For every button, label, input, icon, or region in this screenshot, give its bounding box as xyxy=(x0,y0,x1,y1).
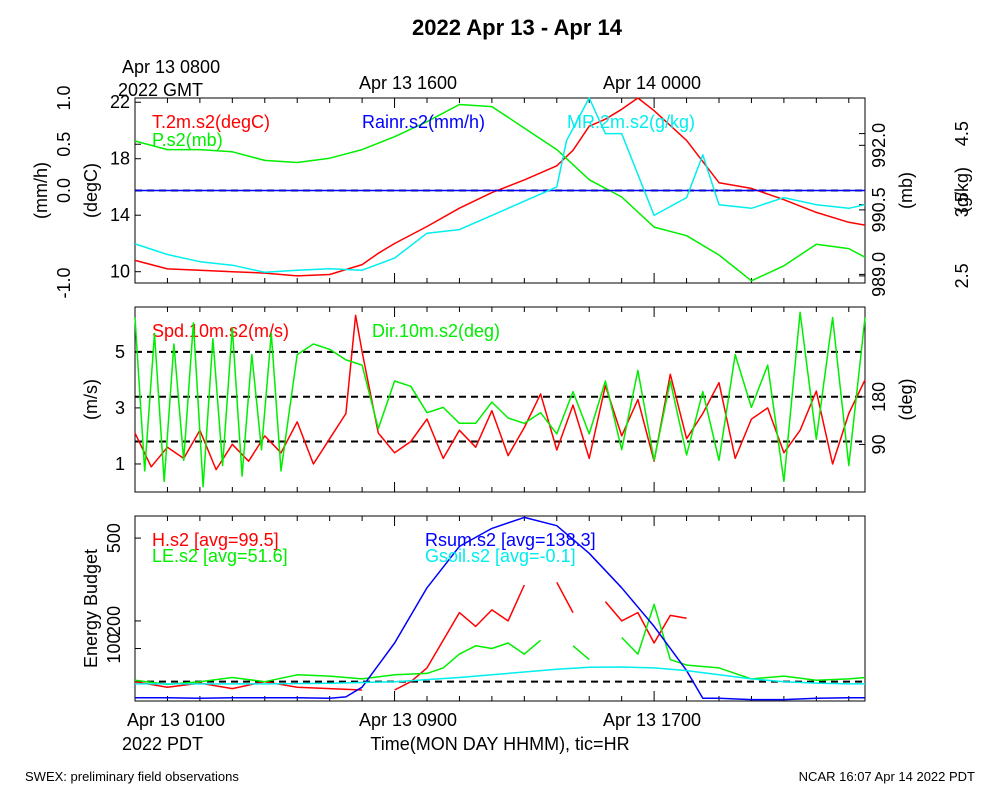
y-tick-label: -1.0 xyxy=(54,267,74,298)
y-tick-label: 180 xyxy=(869,382,889,412)
y-axis-label: (degC) xyxy=(81,163,101,218)
legend-entry: Rainr.s2(mm/h) xyxy=(362,112,485,132)
y-tick-label: 1.0 xyxy=(54,85,74,110)
series-line xyxy=(134,97,866,277)
y-tick-label: 10 xyxy=(110,262,130,282)
x-axis-label: Time(MON DAY HHMM), tic=HR xyxy=(370,734,629,754)
footer-right: NCAR 16:07 Apr 14 2022 PDT xyxy=(799,769,975,784)
pdt-tick-label: Apr 13 0900 xyxy=(359,710,457,730)
gmt-tick-label: Apr 13 0800 xyxy=(122,57,220,77)
series-line xyxy=(134,581,687,691)
y-tick-label: 989.0 xyxy=(869,252,889,297)
series-line xyxy=(134,603,866,686)
y-axis-label: (deg) xyxy=(896,378,916,420)
footer-left: SWEX: preliminary field observations xyxy=(25,769,239,784)
legend-entry: P.s2(mb) xyxy=(152,130,223,150)
panel-wind: 1 3 5 (m/s) 90 180 (deg) Spd.10m.s2(m/s) Dir.10m… xyxy=(81,306,916,493)
y-tick-label: 14 xyxy=(110,205,130,225)
y-tick-label: 990.5 xyxy=(869,187,889,232)
y-tick-label: 500 xyxy=(104,523,124,553)
y-tick-label: 22 xyxy=(110,92,130,112)
chart-title: 2022 Apr 13 - Apr 14 xyxy=(412,15,623,40)
y-tick-label: 90 xyxy=(869,434,889,454)
y-axis-label: (m/s) xyxy=(81,379,101,420)
y-tick-label: 3 xyxy=(115,398,125,418)
y-tick-label: 0.0 xyxy=(54,178,74,203)
y-tick-label: 200 xyxy=(104,606,124,636)
gmt-tick-label: Apr 13 1600 xyxy=(359,73,457,93)
legend-entry: MR.2m.s2(g/kg) xyxy=(567,112,695,132)
legend-entry: LE.s2 [avg=51.6] xyxy=(152,546,288,566)
y-tick-label: 2.5 xyxy=(952,263,972,288)
panel-met: -1.0 0.0 0.5 1.0 (mm/h) 10 14 18 22 (degC) 989.0 99… xyxy=(31,85,972,298)
y-tick-label: 0.5 xyxy=(54,132,74,157)
y-axis-label: (mb) xyxy=(896,172,916,209)
pdt-year-label: 2022 PDT xyxy=(122,734,203,754)
plot-frame xyxy=(134,515,866,702)
legend-entry: Spd.10m.s2(m/s) xyxy=(152,321,289,341)
series-line xyxy=(135,666,865,685)
series-line xyxy=(135,516,865,701)
plot-frame xyxy=(134,306,866,493)
series-line xyxy=(134,314,866,471)
legend-entry: H.s2 [avg=99.5] xyxy=(152,530,279,550)
legend-entry: Rsum.s2 [avg=138.3] xyxy=(425,530,596,550)
y-tick-label: 3.5 xyxy=(952,192,972,217)
y-tick-label: 992.0 xyxy=(869,123,889,168)
pdt-tick-label: Apr 13 0100 xyxy=(127,710,225,730)
y-tick-label: 5 xyxy=(115,342,125,362)
y-axis-label: (mm/h) xyxy=(31,162,51,219)
series-line xyxy=(134,311,866,488)
legend-entry: Gsoil.s2 [avg=-0.1] xyxy=(425,546,576,566)
legend-entry: T.2m.s2(degC) xyxy=(152,112,270,132)
gmt-year-label: 2022 GMT xyxy=(118,80,203,100)
pdt-tick-label: Apr 13 1700 xyxy=(603,710,701,730)
y-tick-label: 1 xyxy=(115,454,125,474)
y-tick-label: 18 xyxy=(110,149,130,169)
series-line xyxy=(134,97,866,274)
y-tick-label: 4.5 xyxy=(952,121,972,146)
y-tick-label: 100 xyxy=(104,634,124,664)
gmt-tick-label: Apr 14 0000 xyxy=(603,73,701,93)
legend-entry: Dir.10m.s2(deg) xyxy=(372,321,500,341)
y-axis-label: Energy Budget xyxy=(81,549,101,668)
series-line xyxy=(134,103,866,282)
y-axis-label: (g/kg) xyxy=(952,167,972,213)
